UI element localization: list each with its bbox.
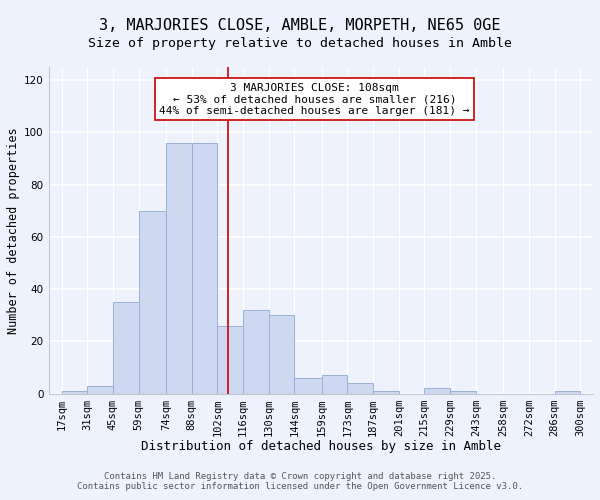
- Bar: [373, 391, 399, 394]
- Y-axis label: Number of detached properties: Number of detached properties: [7, 127, 20, 334]
- Bar: [554, 391, 580, 394]
- Bar: [191, 142, 217, 394]
- Text: Contains HM Land Registry data © Crown copyright and database right 2025.: Contains HM Land Registry data © Crown c…: [104, 472, 496, 481]
- Text: Contains public sector information licensed under the Open Government Licence v3: Contains public sector information licen…: [77, 482, 523, 491]
- Bar: [113, 302, 139, 394]
- X-axis label: Distribution of detached houses by size in Amble: Distribution of detached houses by size …: [141, 440, 501, 453]
- Text: 3 MARJORIES CLOSE: 108sqm
← 53% of detached houses are smaller (216)
44% of semi: 3 MARJORIES CLOSE: 108sqm ← 53% of detac…: [159, 82, 470, 116]
- Text: Size of property relative to detached houses in Amble: Size of property relative to detached ho…: [88, 38, 512, 51]
- Bar: [269, 315, 295, 394]
- Bar: [450, 391, 476, 394]
- Bar: [243, 310, 269, 394]
- Bar: [139, 210, 166, 394]
- Bar: [347, 383, 373, 394]
- Bar: [217, 326, 243, 394]
- Bar: [62, 391, 87, 394]
- Bar: [295, 378, 322, 394]
- Bar: [166, 142, 191, 394]
- Bar: [87, 386, 113, 394]
- Bar: [322, 375, 347, 394]
- Bar: [424, 388, 450, 394]
- Text: 3, MARJORIES CLOSE, AMBLE, MORPETH, NE65 0GE: 3, MARJORIES CLOSE, AMBLE, MORPETH, NE65…: [99, 18, 501, 32]
